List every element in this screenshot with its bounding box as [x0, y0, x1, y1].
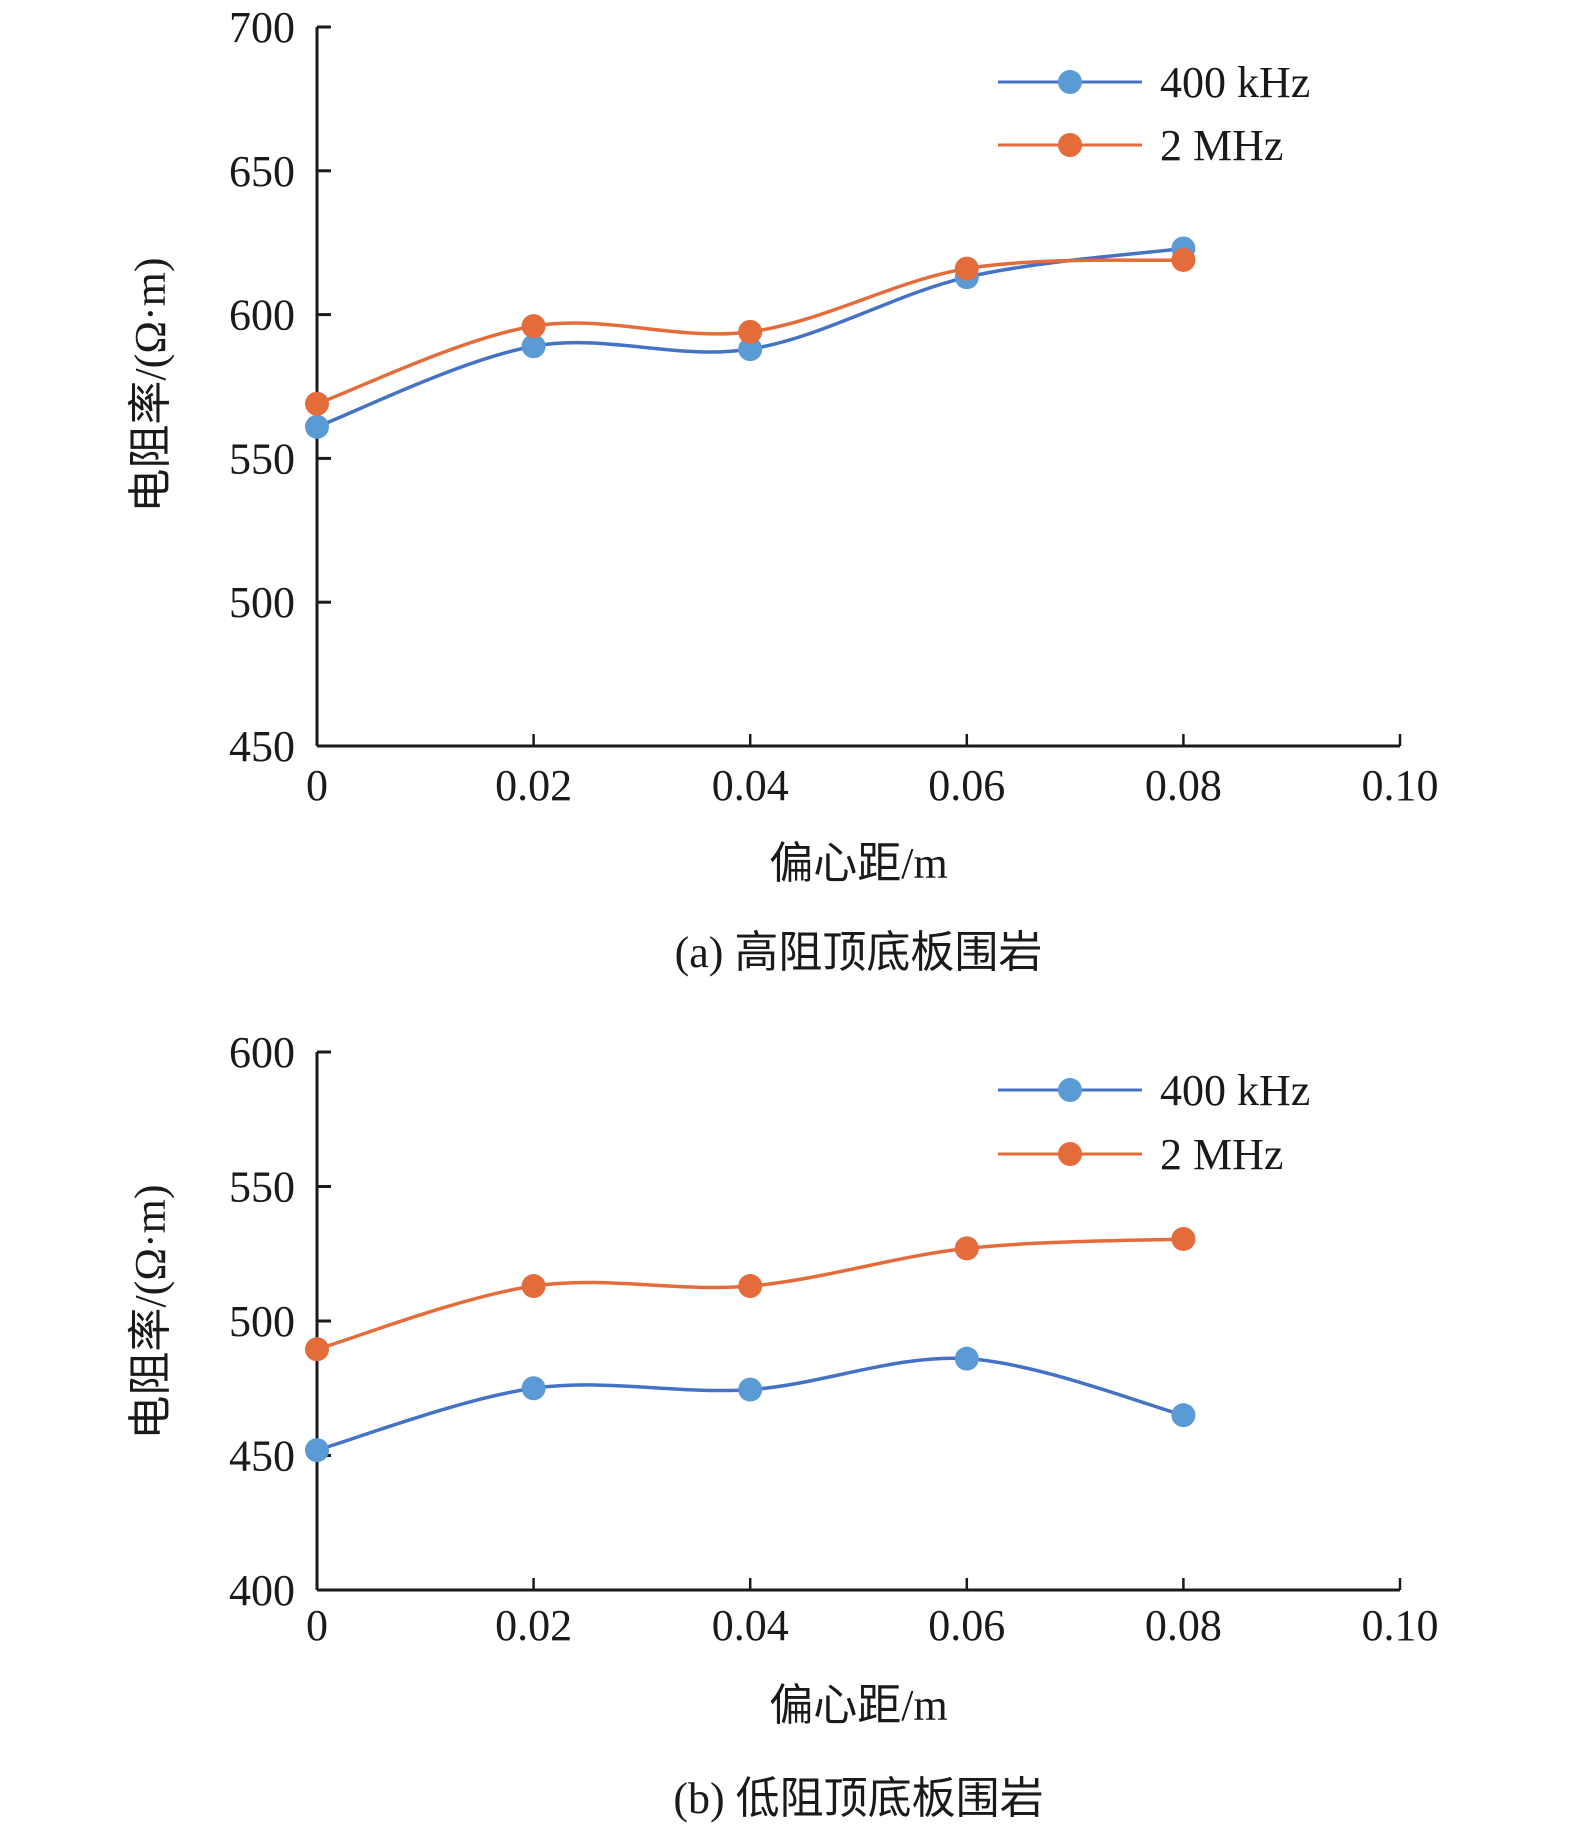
data-point-2mhz: [954, 256, 979, 281]
y-tick-label: 550: [229, 434, 295, 483]
data-point-400khz: [954, 1346, 979, 1371]
data-point-400khz: [305, 414, 329, 439]
y-tick-label: 650: [229, 147, 295, 196]
x-tick-label: 0: [306, 761, 328, 810]
legend-item: 2 MHz: [998, 1130, 1283, 1179]
y-tick-label: 450: [229, 1432, 295, 1481]
x-axis-title: 偏心距/m: [769, 1681, 947, 1730]
x-tick-label: 0: [306, 1601, 328, 1650]
legend-label: 400 kHz: [1160, 1066, 1310, 1115]
x-tick-label: 0.08: [1145, 761, 1222, 810]
data-point-400khz: [738, 337, 763, 362]
data-point-400khz: [521, 1376, 546, 1401]
x-tick-label: 0.02: [495, 1601, 572, 1650]
data-point-400khz: [1171, 1403, 1196, 1428]
data-point-2mhz: [1171, 247, 1196, 272]
data-point-2mhz: [738, 1274, 763, 1299]
series-line-400khz: [316, 1356, 1184, 1452]
legend-marker: [1058, 70, 1082, 94]
data-point-2mhz: [1171, 1226, 1196, 1251]
x-axis-title: 偏心距/m: [769, 839, 947, 888]
legend-item: 400 kHz: [998, 58, 1310, 107]
data-point-2mhz: [954, 1236, 979, 1261]
legend-label: 400 kHz: [1160, 58, 1310, 107]
figure-caption: (a) 高阻顶底板围岩: [675, 928, 1043, 977]
chart-b: 400 450 500 550 600 0 0.02 0.04 0.06 0.08 0.10 偏心距/…: [126, 1028, 1439, 1823]
y-tick-label: 600: [229, 291, 295, 340]
figure-caption: (b) 低阻顶底板围岩: [673, 1774, 1043, 1823]
y-tick-label: 550: [229, 1163, 295, 1212]
x-tick-label: 0.08: [1145, 1601, 1222, 1650]
legend-label: 2 MHz: [1160, 121, 1283, 170]
y-tick-label: 600: [229, 1028, 295, 1077]
y-tick-label: 500: [229, 578, 295, 627]
data-point-400khz: [305, 1438, 329, 1463]
y-tick-label: 500: [229, 1297, 295, 1346]
y-axis-title: 电阻率/(Ω·m): [126, 257, 175, 512]
data-point-400khz: [521, 334, 546, 359]
data-point-2mhz: [305, 1337, 329, 1362]
data-point-2mhz: [521, 314, 546, 339]
x-tick-label: 0.02: [495, 761, 572, 810]
legend-item: 400 kHz: [998, 1066, 1310, 1115]
x-tick-label: 0.04: [712, 1601, 789, 1650]
y-tick-label: 450: [229, 722, 295, 771]
x-tick-label: 0.06: [928, 1601, 1005, 1650]
x-tick-label: 0.10: [1362, 761, 1439, 810]
data-point-400khz: [738, 1377, 763, 1402]
legend-item: 2 MHz: [998, 121, 1283, 170]
legend-marker: [1058, 1078, 1082, 1102]
legend-label: 2 MHz: [1160, 1130, 1283, 1179]
data-point-2mhz: [521, 1274, 546, 1299]
y-tick-label: 700: [229, 3, 295, 52]
chart-a: 450 500 550 600 650 700 0 0.02 0.04 0.06 0.08 0.10 偏…: [126, 3, 1439, 977]
legend-marker: [1058, 1142, 1082, 1166]
y-tick-label: 400: [229, 1566, 295, 1615]
x-tick-label: 0.06: [928, 761, 1005, 810]
y-axis-title: 电阻率/(Ω·m): [126, 1184, 175, 1439]
x-tick-label: 0.04: [712, 761, 789, 810]
legend-marker: [1058, 133, 1082, 157]
data-point-2mhz: [738, 319, 763, 344]
data-point-2mhz: [305, 391, 329, 416]
x-tick-label: 0.10: [1362, 1601, 1439, 1650]
